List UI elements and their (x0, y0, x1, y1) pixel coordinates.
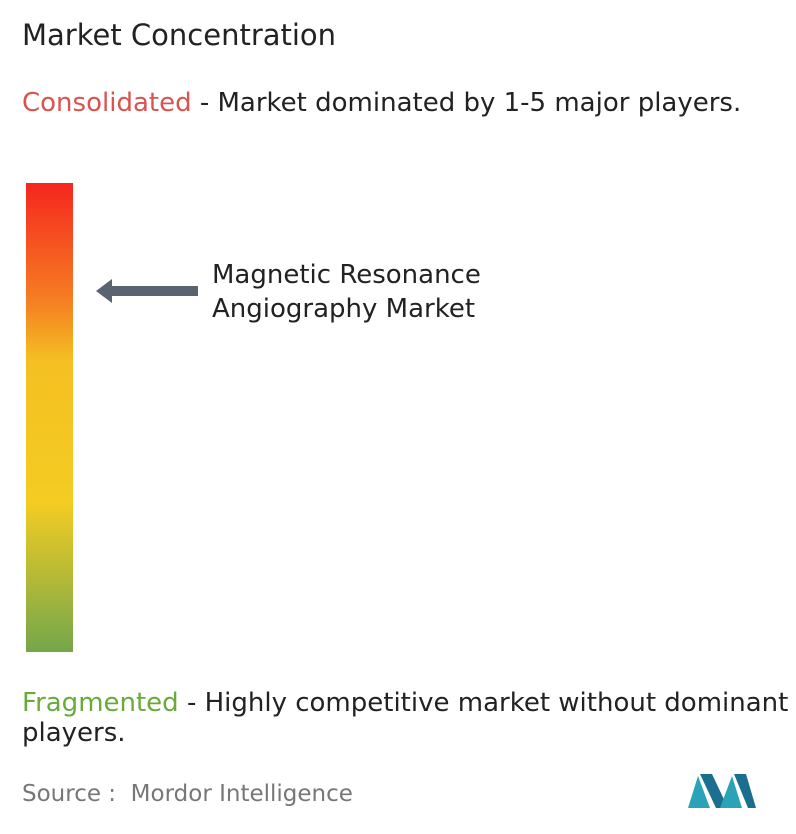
marker-label: Magnetic Resonance Angiography Market (212, 260, 481, 324)
consolidated-text: Consolidated - Market dominated by 1-5 m… (22, 88, 792, 118)
logo-part (734, 774, 756, 808)
source: Source : Mordor Intelligence (22, 781, 353, 807)
fragmented-description: - Highly competitive market without domi… (22, 688, 796, 748)
arrow-shape (96, 279, 198, 303)
fragmented-label: Fragmented (22, 688, 179, 718)
fragmented-text: Fragmented - Highly competitive market w… (22, 688, 792, 748)
logo (688, 774, 756, 808)
consolidated-label: Consolidated (22, 88, 192, 118)
logo-part (700, 774, 728, 808)
logo-part (720, 776, 742, 808)
logo-part (688, 776, 710, 808)
marker-arrow (96, 279, 198, 303)
title: Market Concentration (22, 18, 337, 52)
concentration-scale (26, 183, 73, 652)
consolidated-description: - Market dominated by 1-5 major players. (191, 88, 742, 118)
